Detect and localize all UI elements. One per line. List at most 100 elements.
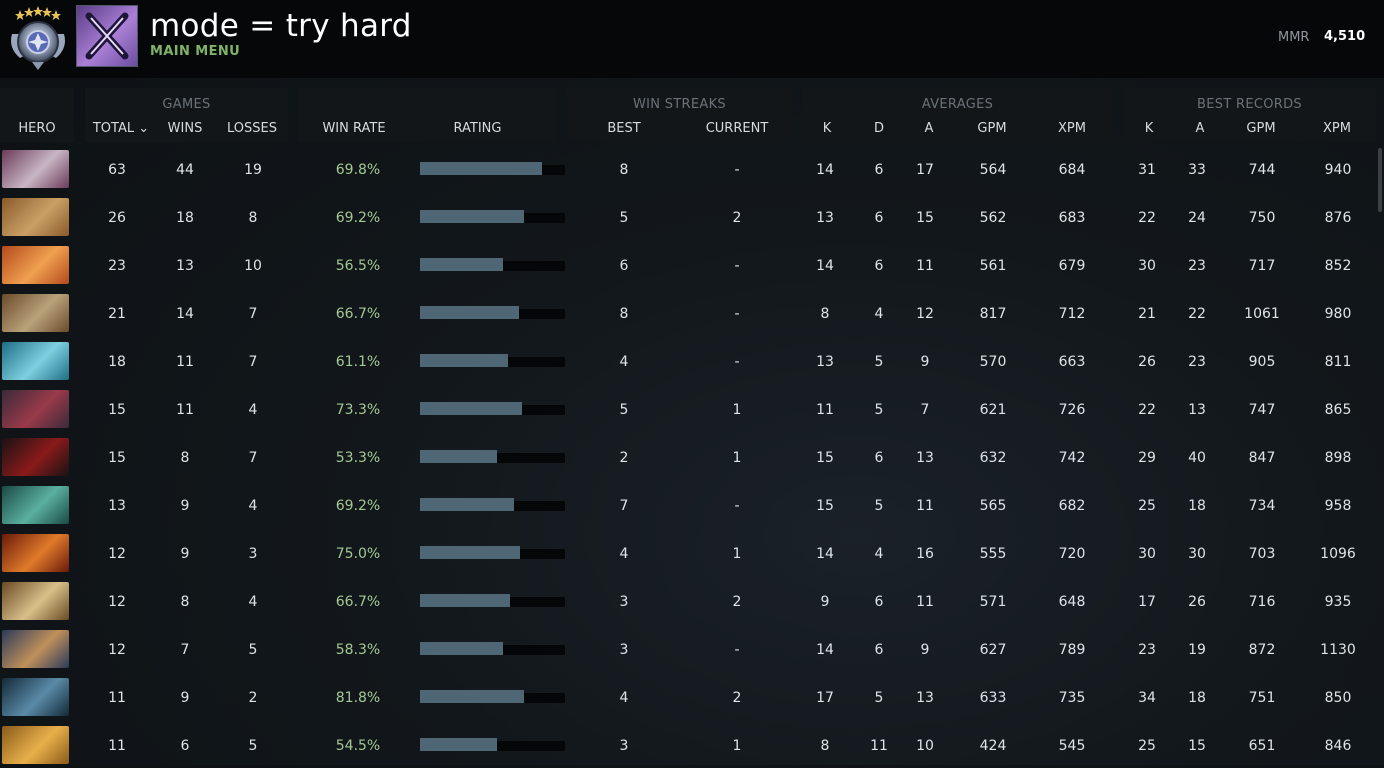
avg-xpm-cell: 742 [1058,450,1086,466]
column-header-record-kills[interactable]: K [1144,121,1154,136]
avg-kills-cell: 17 [816,690,834,706]
avg-gpm-cell: 555 [979,546,1007,562]
current-streak-cell: - [734,306,740,322]
current-streak-cell: - [734,258,740,274]
column-header-avg-kills[interactable]: K [822,121,832,136]
hero-portrait[interactable] [2,342,69,380]
table-row[interactable]: 63 44 19 69.8% 8 - 14 6 17 564 684 31 33 744 940 [0,148,1376,192]
column-header-avg-deaths[interactable]: D [873,121,884,136]
table-row[interactable]: 26 18 8 69.2% 5 2 13 6 15 562 683 22 24 750 876 [0,196,1376,240]
table-row[interactable]: 18 11 7 61.1% 4 - 13 5 9 570 663 26 23 905 811 [0,340,1376,384]
wins-cell: 9 [180,546,190,562]
hero-portrait[interactable] [2,294,69,332]
win-rate-cell: 61.1% [335,354,381,370]
table-row[interactable]: 13 9 4 69.2% 7 - 15 5 11 565 682 25 18 734 958 [0,484,1376,528]
record-xpm-cell: 1130 [1320,642,1356,658]
win-rate-cell: 66.7% [335,306,381,322]
hero-portrait[interactable] [2,150,69,188]
avg-deaths-cell: 6 [874,594,884,610]
hero-portrait[interactable] [2,198,69,236]
column-header-current-streak[interactable]: CURRENT [705,121,769,136]
column-header-wins[interactable]: WINS [167,121,203,136]
total-games-cell: 11 [108,738,126,754]
wins-cell: 9 [180,498,190,514]
rating-bar-fill [420,258,503,271]
losses-cell: 19 [244,162,262,178]
total-games-cell: 26 [108,210,126,226]
avg-kills-cell: 13 [816,354,834,370]
games-group-header: GAMES [162,97,211,112]
table-row[interactable]: 23 13 10 56.5% 6 - 14 6 11 561 679 30 23 717 852 [0,244,1376,288]
table-row[interactable]: 15 8 7 53.3% 2 1 15 6 13 632 742 29 40 847 898 [0,436,1376,480]
column-header-win-rate[interactable]: WIN RATE [322,121,386,136]
top-bar: mode = try hard MAIN MENU MMR 4,510 [0,0,1384,78]
streaks-header-bg [567,88,792,142]
hero-portrait[interactable] [2,246,69,284]
column-header-rating[interactable]: RATING [453,121,502,136]
losses-cell: 10 [244,258,262,274]
current-streak-cell: - [734,354,740,370]
table-row[interactable]: 11 6 5 54.5% 3 1 8 11 10 424 545 25 15 651 846 [0,724,1376,768]
record-kills-cell: 26 [1138,354,1156,370]
avg-gpm-cell: 632 [979,450,1007,466]
column-header-avg-gpm[interactable]: GPM [977,121,1007,136]
win-rate-cell: 53.3% [335,450,381,466]
losses-cell: 4 [248,402,258,418]
hero-portrait[interactable] [2,726,69,764]
hero-portrait[interactable] [2,678,69,716]
scrollbar-thumb[interactable] [1378,148,1382,212]
avg-kills-cell: 15 [816,498,834,514]
avg-xpm-cell: 684 [1058,162,1086,178]
table-row[interactable]: 12 9 3 75.0% 4 1 14 4 16 555 720 30 30 703 1096 [0,532,1376,576]
avg-kills-cell: 11 [816,402,834,418]
hero-portrait[interactable] [2,630,69,668]
win-rate-cell: 69.2% [335,498,381,514]
hero-portrait[interactable] [2,534,69,572]
column-header-record-gpm[interactable]: GPM [1246,121,1276,136]
table-row[interactable]: 12 8 4 66.7% 3 2 9 6 11 571 648 17 26 716 935 [0,580,1376,624]
wins-cell: 8 [180,594,190,610]
avg-assists-cell: 11 [916,498,934,514]
record-assists-cell: 15 [1188,738,1206,754]
column-header-record-xpm[interactable]: XPM [1323,121,1351,136]
table-row[interactable]: 15 11 4 73.3% 5 1 11 5 7 621 726 22 13 747 865 [0,388,1376,432]
main-menu-link[interactable]: MAIN MENU [150,44,241,59]
rating-header-bg [298,88,556,142]
column-header-avg-xpm[interactable]: XPM [1058,121,1086,136]
record-assists-cell: 19 [1188,642,1206,658]
hero-portrait[interactable] [2,390,69,428]
best-streak-cell: 8 [619,162,629,178]
column-header-best-streak[interactable]: BEST [607,121,641,136]
rating-bar-fill [420,210,525,223]
column-header-hero[interactable]: HERO [18,121,56,136]
avg-xpm-cell: 720 [1058,546,1086,562]
table-row[interactable]: 12 7 5 58.3% 3 - 14 6 9 627 789 23 19 872 1130 [0,628,1376,672]
losses-cell: 8 [248,210,258,226]
column-header-losses[interactable]: LOSSES [227,121,277,136]
avg-gpm-cell: 817 [979,306,1007,322]
rating-bar-fill [420,594,510,607]
column-header-avg-assists[interactable]: A [924,121,934,136]
win-rate-cell: 81.8% [335,690,381,706]
avg-assists-cell: 11 [916,594,934,610]
record-gpm-cell: 747 [1248,402,1276,418]
table-row[interactable]: 11 9 2 81.8% 4 2 17 5 13 633 735 34 18 751 850 [0,676,1376,720]
record-xpm-cell: 940 [1324,162,1352,178]
table-row[interactable]: 21 14 7 66.7% 8 - 8 4 12 817 712 21 22 1061 980 [0,292,1376,336]
record-assists-cell: 30 [1188,546,1206,562]
total-games-cell: 11 [108,690,126,706]
avg-assists-cell: 9 [920,642,930,658]
best-streak-cell: 3 [619,738,629,754]
record-kills-cell: 17 [1138,594,1156,610]
avg-assists-cell: 13 [916,450,934,466]
current-streak-cell: 2 [732,690,742,706]
avg-gpm-cell: 562 [979,210,1007,226]
column-header-total[interactable]: TOTAL ⌄ [92,121,150,136]
hero-portrait[interactable] [2,486,69,524]
record-assists-cell: 18 [1188,690,1206,706]
avg-assists-cell: 13 [916,690,934,706]
hero-portrait[interactable] [2,582,69,620]
avg-assists-cell: 10 [916,738,934,754]
hero-portrait[interactable] [2,438,69,476]
column-header-record-assists[interactable]: A [1195,121,1205,136]
